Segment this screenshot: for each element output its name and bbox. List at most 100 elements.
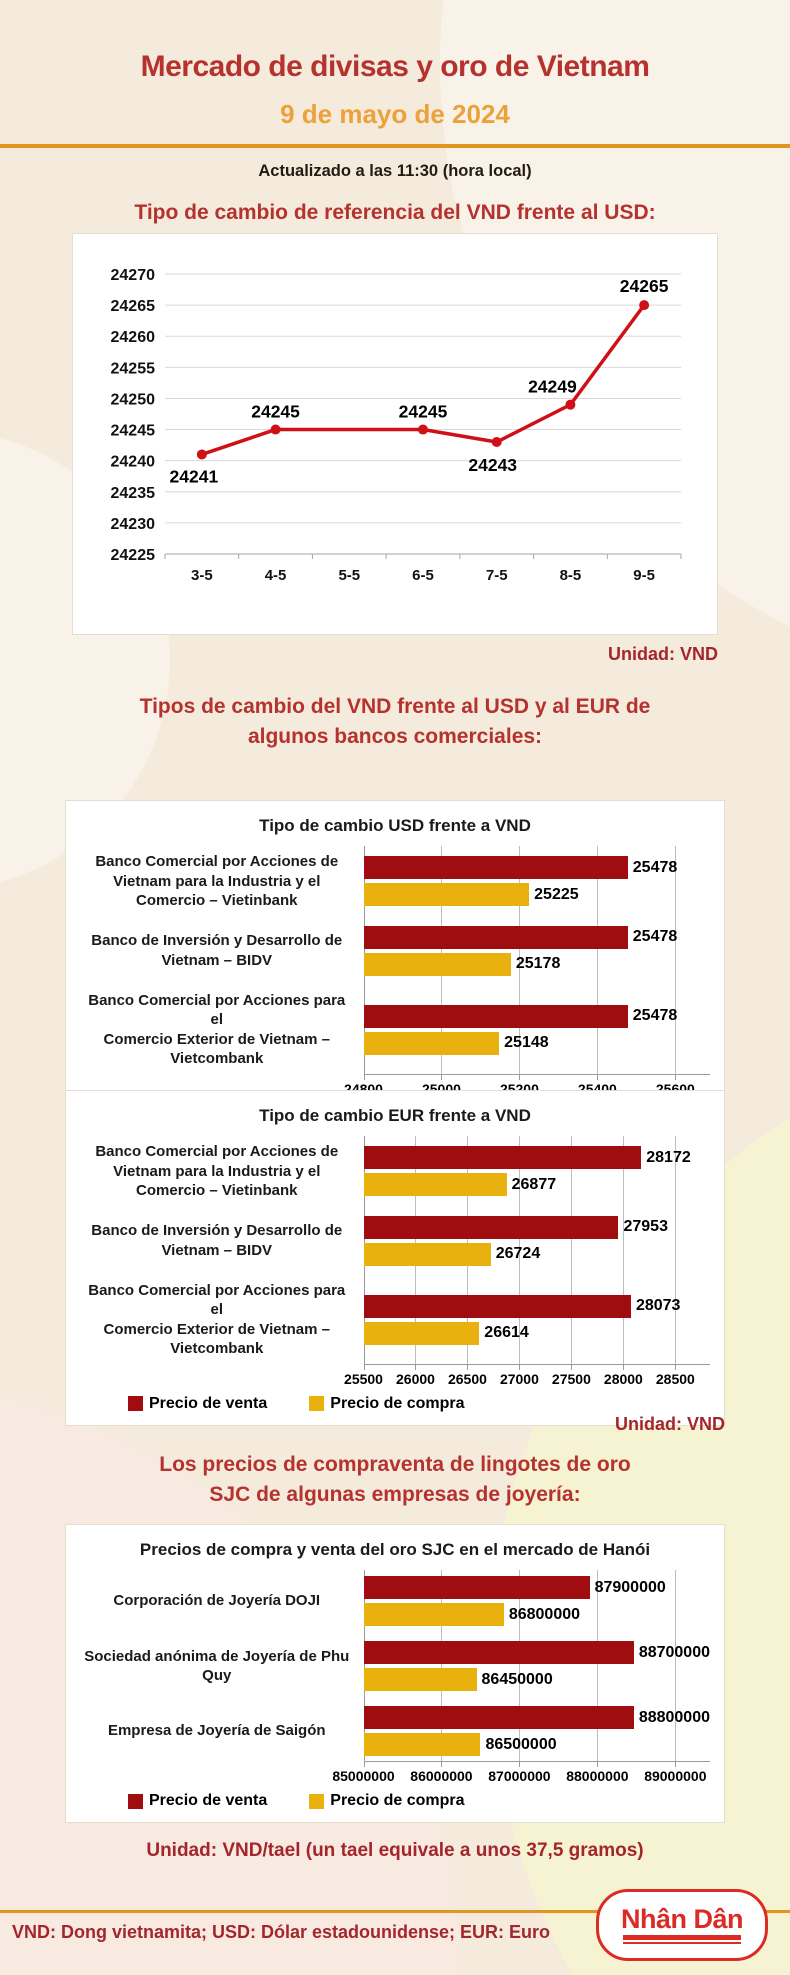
logo-underline-thin — [622, 1942, 741, 1944]
bar-chart-axis-tick — [519, 1074, 521, 1080]
bar-chart-axis-tick-label: 89000000 — [644, 1768, 707, 1784]
bar-venta — [363, 1004, 628, 1028]
bar-chart-axis-tick — [519, 1762, 521, 1767]
bar-chart-axis-tick-label: 27500 — [551, 1370, 591, 1387]
footer-divider — [0, 1910, 790, 1913]
unit-label-gold-chart: Unidad: VND/tael (un tael equivale a uno… — [146, 1840, 644, 1861]
section-heading-gold-prices: Los precios de compraventa de lingotes d… — [159, 1453, 631, 1507]
bar-compra — [363, 883, 530, 907]
legend-swatch-compra — [309, 1793, 325, 1809]
bar-chart-gridline — [441, 1570, 443, 1762]
bar-chart-axis-tick-label: 28500 — [655, 1370, 695, 1387]
bar-value-label: 88800000 — [638, 1708, 710, 1726]
legend-item-compra: Precio de compra — [309, 1792, 465, 1810]
line-chart-ytick-label: 24270 — [111, 267, 156, 284]
bar-value-label: 25225 — [534, 885, 579, 903]
legend-label: Precio de venta — [149, 1792, 268, 1809]
bar-chart-legend: Precio de venta Precio de compra — [80, 1792, 710, 1810]
logo-underline-thick — [622, 1935, 741, 1940]
bar-compra — [363, 952, 511, 976]
bar-venta — [363, 1146, 642, 1170]
bar-compra — [363, 1668, 477, 1691]
bar-value-label: 26614 — [484, 1324, 529, 1341]
line-chart-data-point — [270, 424, 281, 435]
bar-chart-category-label: Banco Comercial por Acciones de Vietnam … — [95, 1143, 339, 1199]
bar-value-label: 86450000 — [481, 1670, 553, 1688]
bar-value-label: 25148 — [504, 1034, 549, 1051]
bar-value-label: 26877 — [511, 1175, 557, 1193]
line-chart-ytick-label: 24245 — [111, 423, 156, 440]
line-chart-data-label: 24243 — [468, 455, 517, 475]
bar-chart-axis-tick — [571, 1364, 573, 1370]
bar-chart-category-label: Banco Comercial por Acciones para el Com… — [88, 991, 346, 1068]
line-chart-series-line — [201, 304, 646, 457]
bar-chart-axis-tick — [597, 1762, 599, 1767]
bar-compra — [363, 1321, 480, 1345]
bar-chart-axis-tick — [415, 1364, 417, 1370]
line-chart-data-label: 24241 — [170, 466, 219, 486]
bar-value-label: 25478 — [632, 858, 678, 876]
bar-chart-axis-tick — [623, 1364, 625, 1370]
bar-chart-axis-tick — [363, 1762, 365, 1767]
line-chart-ytick-label: 24260 — [111, 329, 156, 346]
usd-bar-chart-card: Tipo de cambio USD frente a VND Banco Co… — [65, 800, 725, 1136]
bar-chart-axis-tick — [363, 1364, 365, 1370]
bar-chart-axis-tick-label: 88000000 — [566, 1768, 629, 1784]
footer-abbreviations: VND: Dong vietnamita; USD: Dólar estadou… — [12, 1922, 551, 1942]
legend-swatch-venta — [128, 1396, 143, 1411]
bar-value-label: 25178 — [515, 955, 561, 972]
bar-chart-axis-tick-label: 86000000 — [410, 1768, 473, 1784]
section-heading-reference-rate: Tipo de cambio de referencia del VND fre… — [134, 201, 656, 224]
line-chart-data-point — [418, 424, 428, 435]
bar-chart-axis-tick-label: 85000000 — [332, 1768, 395, 1784]
bar-chart-category-label: Sociedad anónima de Joyería de Phu Quy — [84, 1647, 350, 1685]
bar-venta — [363, 1706, 634, 1729]
bar-value-label: 87900000 — [594, 1578, 666, 1596]
line-chart-data-point — [639, 300, 650, 311]
line-chart-xtick-label: 5-5 — [338, 567, 360, 584]
bar-chart-axis-tick-label: 87000000 — [488, 1768, 551, 1784]
bar-value-label: 26724 — [495, 1245, 541, 1262]
legend-label: Precio de venta — [149, 1394, 268, 1412]
bar-value-label: 86500000 — [485, 1735, 557, 1753]
bar-chart-gridline — [623, 1136, 625, 1365]
line-chart-xtick-label: 9-5 — [633, 567, 655, 584]
line-chart-data-label: 24249 — [528, 377, 577, 397]
bar-value-label: 25478 — [632, 1007, 678, 1024]
bar-chart-gridline — [597, 846, 599, 1075]
bar-chart-axis-tick — [675, 1762, 677, 1767]
bar-compra — [363, 1733, 481, 1756]
bar-chart-axis-tick-label: 27000 — [499, 1370, 539, 1387]
eur-bar-chart-card: Tipo de cambio EUR frente a VND Banco Co… — [65, 1090, 725, 1426]
bar-chart-axis-tick-label: 26500 — [447, 1370, 487, 1387]
bar-chart-axis-tick — [441, 1074, 443, 1080]
bar-venta — [363, 1576, 590, 1599]
bar-chart-category-label: Banco Comercial por Acciones para el Com… — [88, 1281, 346, 1358]
line-chart-data-point — [196, 449, 207, 460]
bar-chart-gridline — [675, 1136, 677, 1365]
bar-value-label: 27953 — [623, 1218, 668, 1235]
line-chart-ytick-label: 24230 — [111, 516, 156, 533]
bar-chart-gridline — [597, 1570, 599, 1762]
line-chart-xtick-label: 8-5 — [560, 567, 582, 584]
line-chart-ytick-label: 24265 — [111, 298, 156, 315]
legend-swatch-venta — [128, 1793, 143, 1809]
bar-chart-axis-tick-label: 28000 — [603, 1370, 643, 1387]
eur-bar-chart: Banco Comercial por Acciones de Vietnam … — [80, 1136, 710, 1413]
bar-chart-gridline — [519, 1136, 521, 1365]
line-chart-data-label: 24245 — [251, 402, 300, 422]
bar-compra — [363, 1603, 504, 1626]
bar-chart-gridline — [363, 1570, 365, 1762]
bar-chart-category-label: Banco Comercial por Acciones de Vietnam … — [95, 853, 339, 909]
bar-value-label: 88700000 — [638, 1643, 710, 1661]
bar-chart-axis-tick — [675, 1074, 677, 1080]
nhan-dan-logo-text: Nhân Dân — [620, 1904, 744, 1934]
bar-value-label: 28073 — [635, 1297, 681, 1314]
bar-chart-axis-tick-label: 26000 — [396, 1370, 435, 1387]
updated-timestamp: Actualizado a las 11:30 (hora local) — [258, 162, 532, 180]
unit-label-line-chart: Unidad: VND — [608, 644, 718, 664]
bar-chart-gridline — [571, 1136, 573, 1365]
bar-chart-category-label: Banco de Inversión y Desarrollo de Vietn… — [91, 932, 343, 969]
gold-bar-chart: Corporación de Joyería DOJI 87900000 86800… — [80, 1570, 710, 1810]
